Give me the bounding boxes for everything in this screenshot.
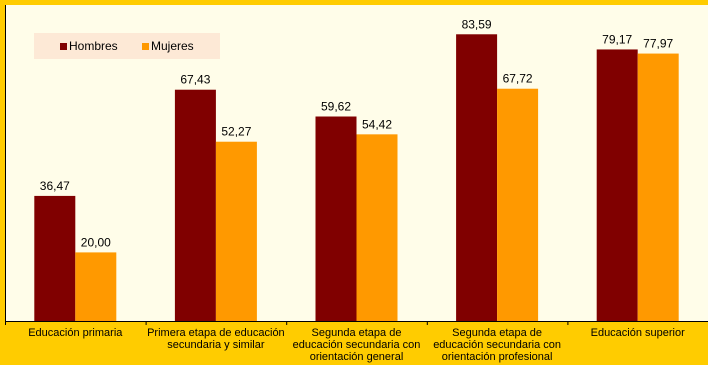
bar-mujeres-0 (75, 252, 117, 321)
x-tick-label-1: Primera etapa de educación secundaria y s… (147, 327, 285, 351)
x-tick-label-line: educación secundaria con (293, 339, 421, 351)
legend-swatch-mujeres (142, 42, 149, 50)
x-tick-label-line: Segunda etapa de (452, 327, 542, 339)
x-tick-label-0: Educación primaria (28, 327, 123, 339)
bar-mujeres-2 (356, 134, 398, 321)
bar-hombres-1 (174, 89, 216, 321)
data-label-hombres-3: 83,59 (462, 17, 492, 31)
bar-mujeres-3 (497, 88, 539, 321)
x-tick-label-line: Segunda etapa de (312, 327, 402, 339)
legend: Hombres Mujeres (34, 33, 220, 59)
legend-item-hombres: Hombres (60, 39, 118, 53)
bar-hombres-0 (34, 195, 76, 321)
x-tick-label-line: Educación superior (591, 327, 686, 339)
x-tick-label-line: orientación general (310, 351, 404, 363)
bar-mujeres-1 (215, 141, 257, 321)
data-label-hombres-1: 67,43 (180, 73, 210, 87)
x-tick-label-3: Segunda etapa de educación secundaria con… (433, 327, 561, 363)
x-tick-label-line: orientación profesional (442, 351, 553, 363)
bar-hombres-4 (596, 49, 638, 321)
x-tick-label-line: Primera etapa de educación (147, 327, 285, 339)
bar-mujeres-4 (637, 53, 679, 322)
data-label-mujeres-3: 67,72 (503, 72, 533, 86)
bar-hombres-2 (315, 116, 357, 321)
bar-hombres-3 (456, 34, 498, 321)
data-label-hombres-4: 79,17 (602, 32, 632, 46)
data-label-mujeres-1: 52,27 (221, 125, 251, 139)
data-label-hombres-2: 59,62 (321, 100, 351, 114)
x-tick-label-4: Educación superior (591, 327, 686, 339)
x-tick-label-2: Segunda etapa de educación secundaria con… (293, 327, 421, 363)
legend-swatch-hombres (60, 42, 67, 50)
data-label-mujeres-2: 54,42 (362, 117, 392, 131)
data-label-hombres-0: 36,47 (40, 179, 70, 193)
legend-item-mujeres: Mujeres (142, 39, 194, 53)
data-label-mujeres-4: 77,97 (643, 37, 673, 51)
x-tick-label-line: Educación primaria (28, 327, 123, 339)
data-label-mujeres-0: 20,00 (81, 235, 111, 249)
legend-label-mujeres: Mujeres (151, 39, 194, 53)
legend-label-hombres: Hombres (69, 39, 118, 53)
x-tick-label-line: secundaria y similar (167, 339, 265, 351)
x-tick-label-line: educación secundaria con (433, 339, 561, 351)
